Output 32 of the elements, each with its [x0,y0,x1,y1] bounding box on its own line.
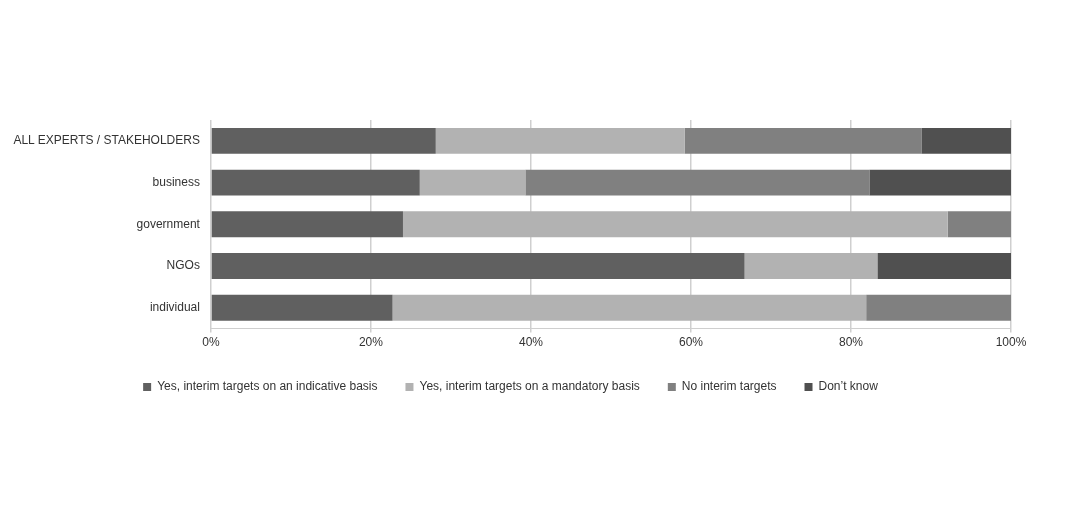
bar [947,211,1011,238]
legend-label: Don’t know [818,379,879,394]
bar [211,253,745,279]
x-tick-label: 100% [995,335,1027,350]
legend-label: Yes, interim targets on a mandatory basis [419,379,640,394]
y-tick-label: ALL EXPERTS / STAKEHOLDERS [13,133,200,148]
bar [211,211,403,238]
bar [211,294,393,321]
y-tick-label: NGOs [166,258,200,273]
bar [211,169,420,196]
bar [211,127,436,154]
bar [744,253,878,279]
bar [435,127,685,154]
bar [921,127,1011,154]
x-tick-label: 0% [202,335,220,350]
bar [419,169,526,196]
x-tick-label: 80% [838,335,864,350]
bar [402,211,948,238]
bar [392,294,867,321]
bar [869,169,1011,196]
bar [866,294,1011,321]
bar [684,127,922,154]
x-tick-label: 40% [518,335,544,350]
x-tick-label: 60% [678,335,704,350]
y-tick-label: business [152,174,200,189]
legend-label: Yes, interim targets on an indicative basis [157,379,378,394]
bar [877,253,1011,279]
y-tick-label: government [136,216,201,231]
bar [525,169,870,196]
x-tick-label: 20% [358,335,384,350]
legend-label: No interim targets [681,379,777,394]
y-tick-label: individual [149,300,200,315]
